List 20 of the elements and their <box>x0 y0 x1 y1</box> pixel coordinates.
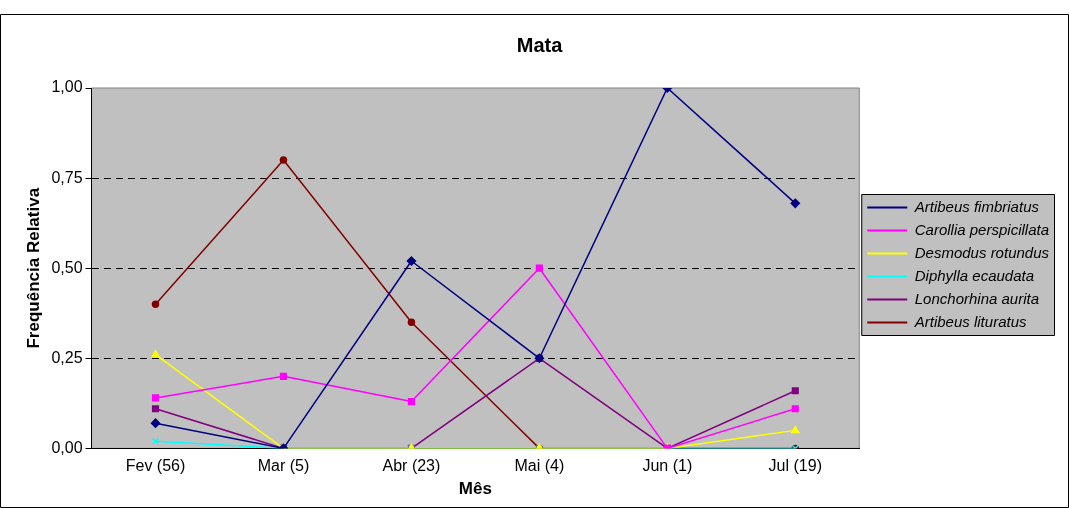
chart-title: Mata <box>516 33 564 56</box>
x-tick-label: Jun (1) <box>642 457 693 475</box>
y-tick-label: 0,50 <box>51 258 83 276</box>
legend-label: Desmodus rotundus <box>914 243 1050 261</box>
legend-label: Artibeus lituratus <box>913 312 1027 330</box>
x-axis-title: Mês <box>458 479 492 499</box>
legend-label: Diphylla ecaudata <box>914 266 1035 284</box>
x-tick-label: Abr (23) <box>382 457 441 475</box>
y-tick-label: 1,00 <box>51 78 83 96</box>
y-tick-label: 0,25 <box>51 348 83 366</box>
x-tick-label: Mai (4) <box>514 457 565 475</box>
y-tick-label: 0,00 <box>51 438 83 456</box>
legend-label: Artibeus fimbriatus <box>913 197 1040 215</box>
x-tick-label: Fev (56) <box>125 457 186 475</box>
x-tick-label: Jul (19) <box>768 457 822 475</box>
y-tick-label: 0,75 <box>51 168 83 186</box>
legend-label: Carollia perspicillata <box>914 220 1049 238</box>
x-tick-label: Mar (5) <box>257 457 310 475</box>
y-axis-title: Frequência Relativa <box>23 187 43 349</box>
legend-label: Lonchorhina aurita <box>914 289 1040 307</box>
